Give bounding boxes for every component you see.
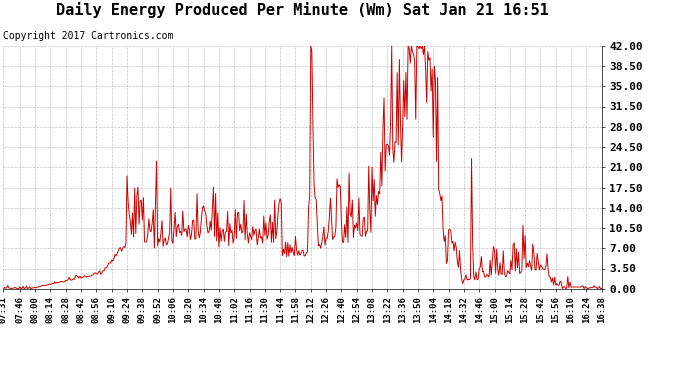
Title: Daily Energy Produced Per Minute (Wm) Sat Jan 21 16:51: Daily Energy Produced Per Minute (Wm) Sa… <box>56 2 549 18</box>
Text: Copyright 2017 Cartronics.com: Copyright 2017 Cartronics.com <box>3 31 174 41</box>
